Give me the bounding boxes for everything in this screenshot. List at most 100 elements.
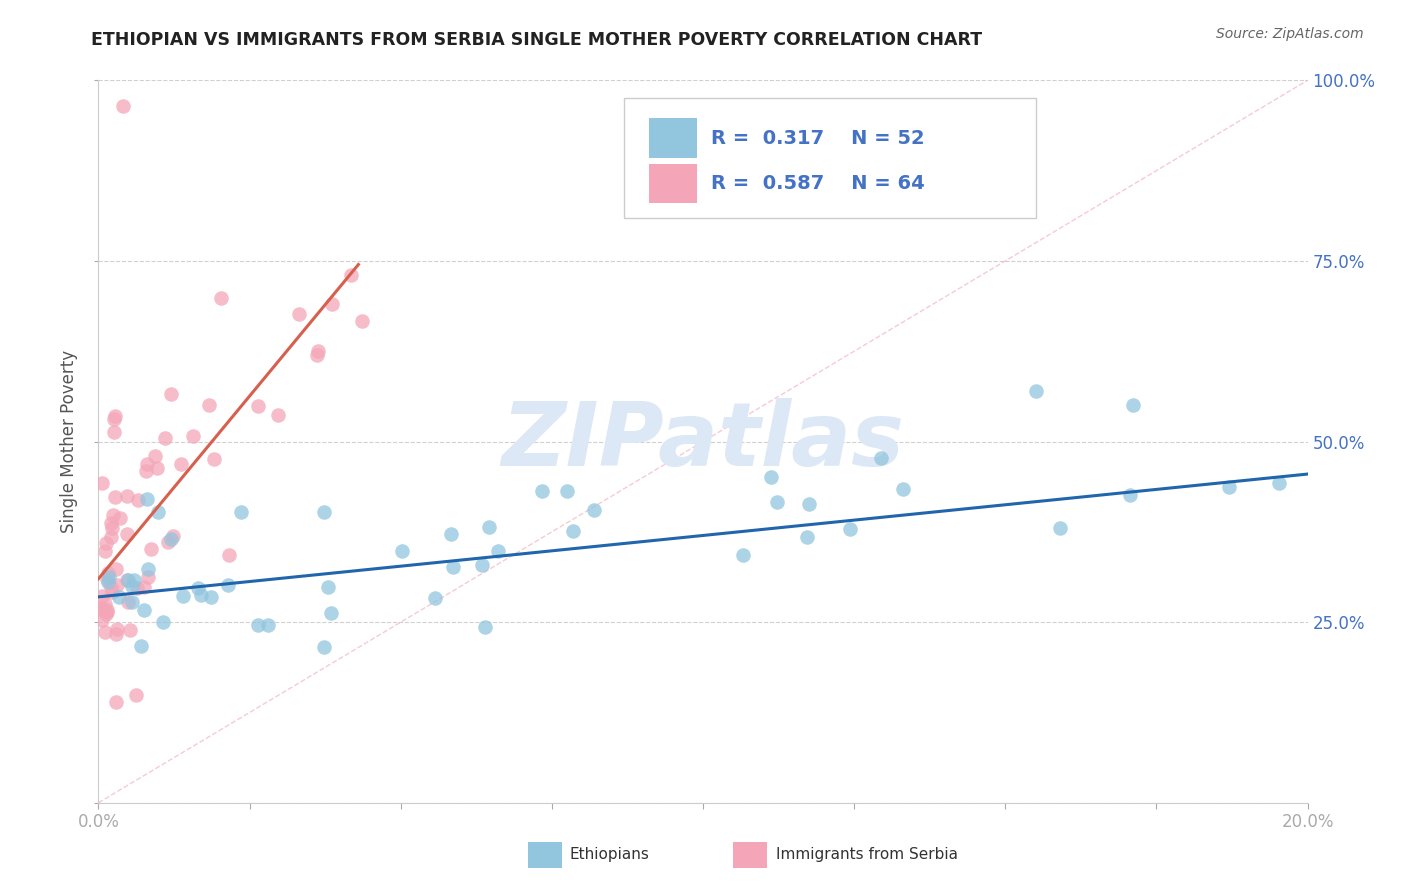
Point xyxy=(96,605,118,619)
Point xyxy=(117,595,139,609)
Point xyxy=(156,535,179,549)
Point xyxy=(115,526,138,541)
Point xyxy=(160,532,183,546)
Point xyxy=(1119,488,1142,502)
Point xyxy=(111,98,134,112)
Point xyxy=(101,508,124,523)
Point xyxy=(101,584,124,599)
Point xyxy=(146,461,169,475)
Point xyxy=(100,516,122,531)
Point xyxy=(152,615,174,630)
Point xyxy=(474,620,496,634)
FancyBboxPatch shape xyxy=(648,164,697,203)
Point xyxy=(160,387,183,401)
Point xyxy=(125,688,148,702)
Point xyxy=(91,602,114,616)
Point xyxy=(121,595,143,609)
Point xyxy=(350,314,373,328)
Point xyxy=(797,496,820,510)
Point xyxy=(100,580,122,594)
Point xyxy=(125,581,148,595)
Point xyxy=(425,591,447,605)
Point xyxy=(305,348,328,362)
Point xyxy=(202,452,225,467)
Point xyxy=(555,484,578,499)
Text: ETHIOPIAN VS IMMIGRANTS FROM SERBIA SINGLE MOTHER POVERTY CORRELATION CHART: ETHIOPIAN VS IMMIGRANTS FROM SERBIA SING… xyxy=(91,31,983,49)
Point xyxy=(105,622,128,636)
Point xyxy=(135,464,157,478)
Point xyxy=(312,505,335,519)
FancyBboxPatch shape xyxy=(624,98,1035,218)
Text: Ethiopians: Ethiopians xyxy=(569,847,650,863)
Point xyxy=(135,492,157,507)
Point xyxy=(218,548,240,562)
Point xyxy=(122,574,145,588)
Point xyxy=(145,449,167,463)
Point xyxy=(132,603,155,617)
Point xyxy=(117,573,139,587)
Point xyxy=(103,412,125,426)
Point xyxy=(153,432,176,446)
Point xyxy=(104,695,127,709)
Point xyxy=(340,268,363,282)
Text: R =  0.317    N = 52: R = 0.317 N = 52 xyxy=(711,128,925,147)
Point xyxy=(100,521,122,535)
Point xyxy=(531,484,554,499)
Point xyxy=(104,409,127,424)
Point xyxy=(1049,521,1071,535)
Point xyxy=(1218,480,1240,494)
Point xyxy=(478,520,501,534)
Text: Immigrants from Serbia: Immigrants from Serbia xyxy=(776,847,957,863)
Point xyxy=(120,623,142,637)
Point xyxy=(136,569,159,583)
FancyBboxPatch shape xyxy=(734,842,768,868)
Point xyxy=(870,450,893,465)
Point xyxy=(217,577,239,591)
Point xyxy=(796,531,818,545)
Point xyxy=(170,457,193,471)
Point xyxy=(766,495,789,509)
Point xyxy=(316,580,339,594)
Point xyxy=(1024,384,1046,398)
Point xyxy=(90,613,112,627)
Point xyxy=(893,483,915,497)
Point xyxy=(131,639,153,653)
Point xyxy=(146,505,169,519)
Point xyxy=(127,493,149,508)
FancyBboxPatch shape xyxy=(527,842,561,868)
Point xyxy=(96,572,118,586)
Point xyxy=(839,522,862,536)
Point xyxy=(256,617,278,632)
Text: Source: ZipAtlas.com: Source: ZipAtlas.com xyxy=(1216,27,1364,41)
Point xyxy=(104,490,127,504)
Point xyxy=(307,343,329,358)
Point xyxy=(115,573,138,587)
Point xyxy=(190,589,212,603)
Point xyxy=(440,526,463,541)
Point xyxy=(247,399,270,413)
Point xyxy=(91,476,114,491)
Y-axis label: Single Mother Poverty: Single Mother Poverty xyxy=(60,350,79,533)
Point xyxy=(162,528,184,542)
Point xyxy=(93,625,115,640)
Point xyxy=(94,597,117,611)
FancyBboxPatch shape xyxy=(648,119,697,158)
Point xyxy=(209,292,232,306)
Point xyxy=(321,606,343,620)
Point xyxy=(134,581,156,595)
Point xyxy=(105,626,128,640)
Point xyxy=(582,503,605,517)
Point xyxy=(117,489,139,503)
Point xyxy=(121,579,143,593)
Point xyxy=(731,548,754,562)
Point xyxy=(96,536,118,550)
Point xyxy=(561,524,583,539)
Point xyxy=(90,590,112,604)
Point xyxy=(312,640,335,655)
Point xyxy=(94,607,117,622)
Point xyxy=(287,307,309,321)
Point xyxy=(1268,476,1291,491)
Text: R =  0.587    N = 64: R = 0.587 N = 64 xyxy=(711,174,925,193)
Point xyxy=(108,511,131,525)
Point xyxy=(391,544,413,558)
